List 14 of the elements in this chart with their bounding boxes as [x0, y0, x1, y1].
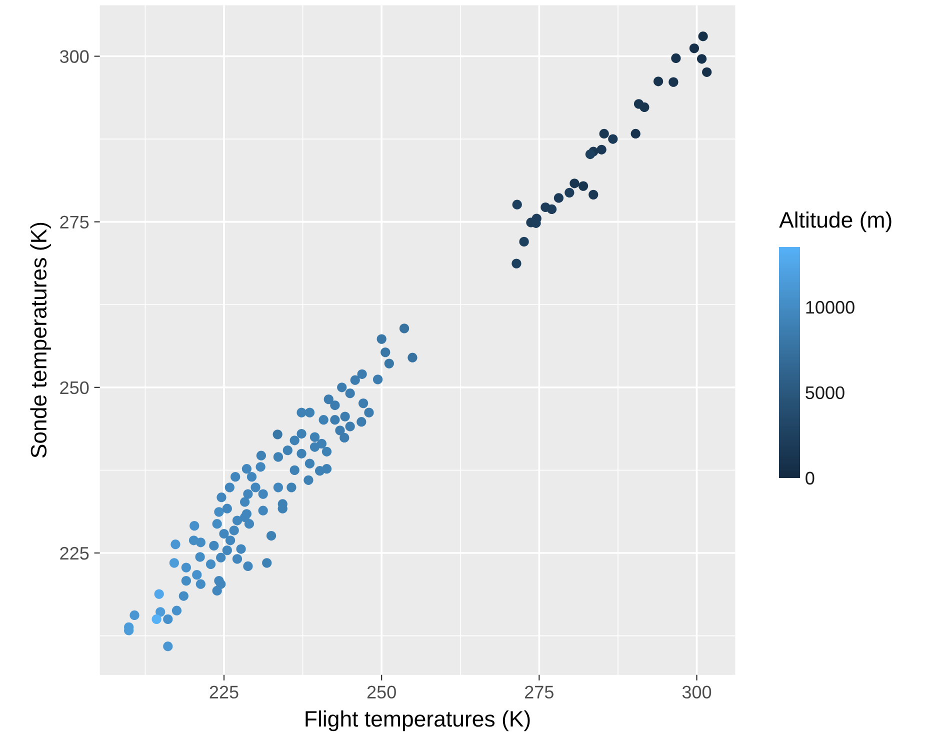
- color-bar-title: Altitude (m): [779, 211, 892, 232]
- x-axis-title: Flight temperatures (K): [306, 710, 530, 732]
- x-tick-label: 250: [367, 686, 396, 699]
- y-tick-label: 250: [60, 381, 89, 394]
- y-tick-label: 300: [60, 50, 89, 63]
- y-tick-label: 225: [60, 546, 89, 560]
- x-tick-label: 300: [682, 686, 712, 699]
- x-tick-label: 275: [525, 686, 554, 699]
- color-bar-label: 0: [806, 472, 814, 485]
- x-tick-label: 225: [210, 686, 238, 699]
- color-bar-label: 10000: [806, 300, 854, 314]
- y-tick-label: 275: [60, 216, 89, 229]
- y-axis-title: Sonde temperatures (K): [30, 222, 51, 458]
- color-bar-label: 5000: [806, 386, 844, 400]
